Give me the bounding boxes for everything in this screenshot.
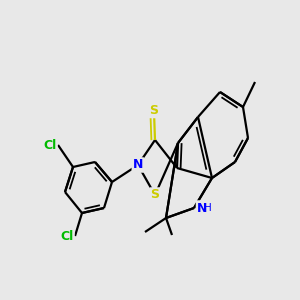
Text: H: H: [204, 203, 212, 213]
Text: S: S: [149, 104, 158, 117]
Text: N: N: [133, 158, 143, 172]
Text: Cl: Cl: [60, 230, 74, 242]
Text: Cl: Cl: [43, 139, 56, 152]
Text: N: N: [197, 202, 207, 214]
Text: S: S: [151, 188, 160, 202]
